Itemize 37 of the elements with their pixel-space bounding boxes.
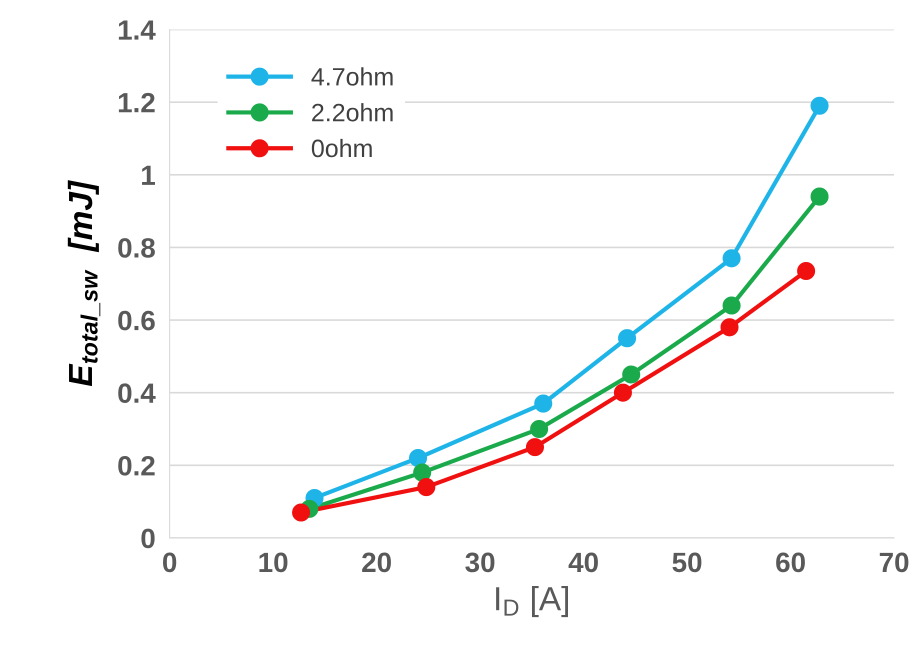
y-tick-label: 0.2 [118, 456, 155, 476]
y-tick-label: 1.4 [118, 20, 156, 40]
x-tick-label: 30 [465, 552, 494, 572]
y-tick-label: 0.8 [118, 238, 155, 258]
point [417, 478, 436, 496]
y-tick-label: 0.4 [118, 383, 156, 403]
point [526, 438, 544, 456]
point [622, 365, 640, 384]
point [618, 329, 636, 348]
x-tick-label: 70 [880, 552, 908, 572]
point [534, 394, 552, 413]
y-tick-label: 0.6 [118, 310, 155, 330]
y-tick-label: 1 [142, 166, 155, 185]
x-tick-label: 50 [672, 552, 702, 572]
y-tick-label: 0 [141, 528, 155, 548]
y-axis-title: E$_{total_sw}$ [mJ] [68, 180, 100, 386]
x-tick-label: 20 [362, 552, 391, 572]
point [413, 464, 432, 482]
y-tick-label: 1.2 [118, 92, 155, 112]
point [797, 262, 816, 280]
x-axis-title: I$_{D}$ [A] [496, 586, 568, 618]
x-tick-label: 60 [776, 552, 805, 572]
point [810, 188, 829, 206]
point [530, 420, 548, 438]
point [722, 249, 741, 268]
x-tick-label: 40 [568, 552, 598, 572]
point [292, 503, 310, 522]
x-tick-label: 10 [259, 552, 288, 572]
point [614, 384, 632, 402]
point [810, 96, 829, 115]
point [720, 318, 739, 336]
point [408, 449, 428, 468]
point [722, 296, 741, 315]
legend-label: 0ohm [312, 138, 372, 158]
x-tick-label: 0 [163, 552, 176, 572]
legend-label: 4.7ohm [311, 67, 393, 86]
legend-label: 2.2ohm [312, 103, 393, 122]
